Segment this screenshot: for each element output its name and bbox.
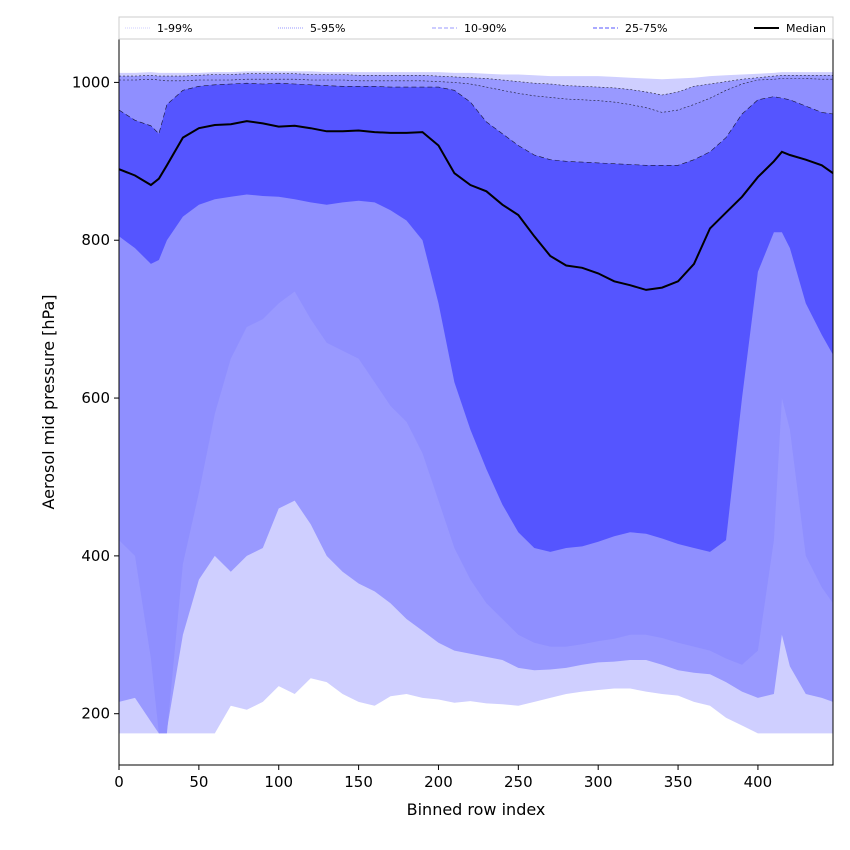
legend-box bbox=[118, 16, 834, 40]
band-25-75pct bbox=[119, 83, 833, 552]
y-tick-label: 600 bbox=[81, 389, 110, 407]
x-axis: 0 50 100 150 200 250 300 350 400 bbox=[114, 765, 772, 791]
legend: 1-99% 5-95% 10-90% 25-75% Median bbox=[118, 16, 834, 40]
median-line bbox=[118, 120, 834, 291]
plot-area bbox=[118, 71, 834, 734]
y-tick-label: 400 bbox=[81, 547, 110, 565]
y-tick-label: 1000 bbox=[72, 73, 110, 91]
x-tick-label: 200 bbox=[424, 773, 453, 791]
legend-label: 25-75% bbox=[625, 22, 667, 35]
band-edge-10-90pct bbox=[119, 78, 833, 113]
band-edge-25-75pct bbox=[118, 82, 834, 166]
legend-label: 10-90% bbox=[464, 22, 506, 35]
y-axis: 200 400 600 800 1000 bbox=[72, 73, 119, 723]
x-tick-label: 150 bbox=[344, 773, 373, 791]
x-tick-label: 300 bbox=[584, 773, 613, 791]
x-tick-label: 400 bbox=[744, 773, 773, 791]
x-tick-label: 100 bbox=[264, 773, 293, 791]
y-tick-label: 800 bbox=[81, 231, 110, 249]
x-tick-label: 50 bbox=[189, 773, 208, 791]
legend-label: 5-95% bbox=[310, 22, 345, 35]
x-tick-label: 0 bbox=[114, 773, 124, 791]
legend-label: Median bbox=[786, 22, 826, 35]
x-axis-title: Binned row index bbox=[407, 800, 546, 819]
band-edge-5-95pct bbox=[119, 73, 833, 96]
y-tick-label: 200 bbox=[81, 705, 110, 723]
x-tick-label: 350 bbox=[664, 773, 693, 791]
legend-label: 1-99% bbox=[157, 22, 192, 35]
x-tick-label: 250 bbox=[504, 773, 533, 791]
y-axis-title: Aerosol mid pressure [hPa] bbox=[39, 294, 58, 509]
